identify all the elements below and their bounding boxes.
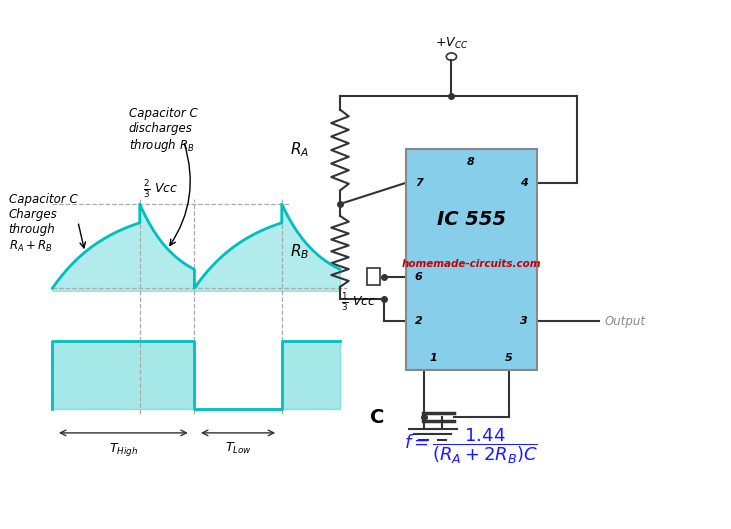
Text: 8: 8 — [467, 157, 475, 167]
Text: $\mathbf{C}$: $\mathbf{C}$ — [369, 408, 384, 426]
Text: homemade-circuits.com: homemade-circuits.com — [401, 259, 541, 269]
Text: $+V_{CC}$: $+V_{CC}$ — [435, 37, 468, 51]
Text: 6: 6 — [414, 272, 423, 282]
Text: 7: 7 — [414, 178, 423, 188]
Text: 5: 5 — [505, 353, 513, 363]
Text: Capacitor C
discharges
through $R_B$: Capacitor C discharges through $R_B$ — [129, 107, 197, 154]
Text: $T_{Low}$: $T_{Low}$ — [224, 441, 251, 457]
Text: $R_A$: $R_A$ — [290, 141, 309, 159]
Text: 2: 2 — [414, 316, 423, 326]
Text: $T_{High}$: $T_{High}$ — [109, 441, 138, 458]
Text: $\frac{1}{3}$ Vcc: $\frac{1}{3}$ Vcc — [341, 291, 376, 313]
Text: IC 555: IC 555 — [436, 210, 506, 229]
Text: $f = \dfrac{1.44}{(R_A + 2R_B)C}$: $f = \dfrac{1.44}{(R_A + 2R_B)C}$ — [404, 426, 538, 466]
Text: Capacitor C
Charges
through
$R_A + R_B$: Capacitor C Charges through $R_A + R_B$ — [9, 194, 77, 254]
Text: $R_B$: $R_B$ — [290, 242, 309, 261]
Text: 4: 4 — [520, 178, 527, 188]
Bar — [406, 149, 537, 370]
Text: 3: 3 — [520, 316, 527, 326]
Text: 1: 1 — [429, 353, 437, 363]
Bar — [367, 269, 380, 285]
Text: $\frac{2}{3}$ Vcc: $\frac{2}{3}$ Vcc — [143, 178, 178, 200]
Text: Output: Output — [605, 315, 645, 327]
